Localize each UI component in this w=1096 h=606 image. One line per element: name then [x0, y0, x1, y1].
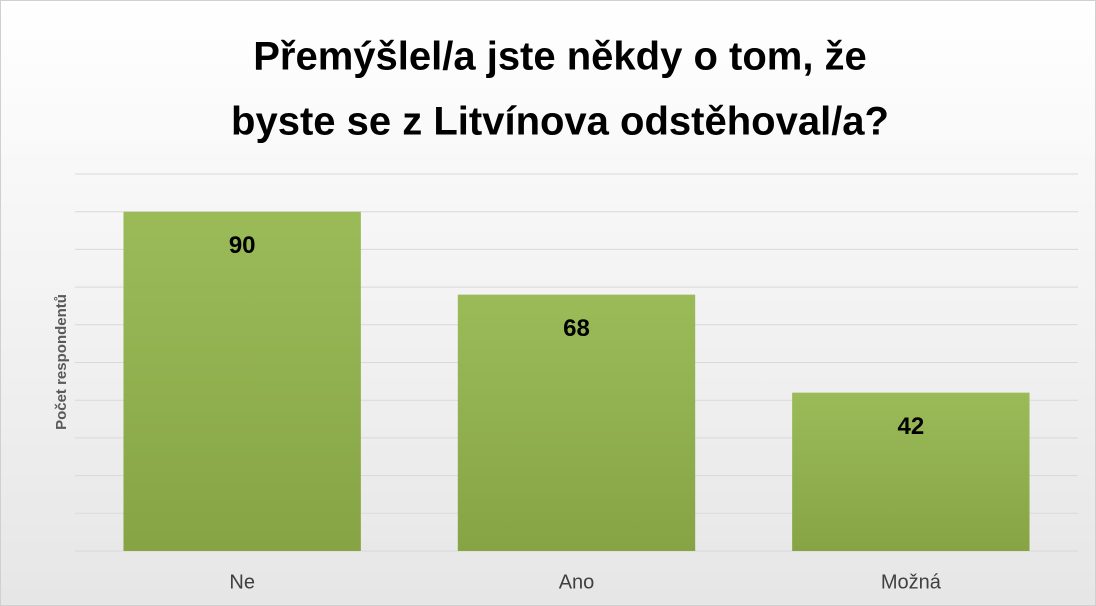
- x-tick-label: Ne: [229, 571, 255, 593]
- chart-title: byste se z Litvínova odstěhoval/a?: [231, 100, 889, 144]
- y-axis-label: Počet respondentů: [53, 294, 70, 430]
- data-label: 68: [563, 315, 590, 342]
- x-tick-label: Ano: [559, 571, 595, 593]
- x-tick-label: Možná: [881, 571, 942, 593]
- data-label: 42: [897, 413, 924, 440]
- bar: [792, 392, 1030, 551]
- chart-title: Přemýšlel/a jste někdy o tom, že: [253, 35, 867, 79]
- bar: [457, 294, 696, 551]
- data-label: 90: [229, 232, 256, 259]
- bar: [123, 211, 361, 551]
